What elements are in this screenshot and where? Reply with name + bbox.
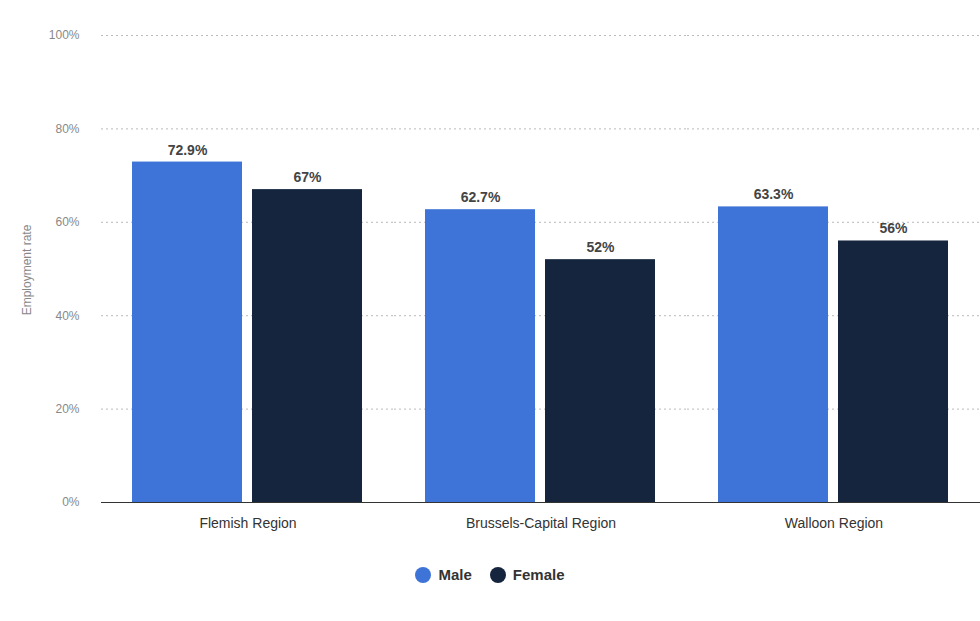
html-text:Employment rate: Employment rate (20, 224, 34, 316)
svg-text:72.9%: 72.9% (168, 142, 208, 158)
svg-text:Brussels-Capital Region: Brussels-Capital Region (466, 515, 616, 531)
svg-text:67%: 67% (293, 169, 322, 185)
svg-text:80%: 80% (55, 122, 79, 136)
svg-text:Flemish Region: Flemish Region (199, 515, 296, 531)
svg-text:60%: 60% (55, 215, 79, 229)
svg-text:Walloon Region: Walloon Region (785, 515, 883, 531)
svg-text:0%: 0% (62, 495, 80, 509)
svg-text:52%: 52% (586, 239, 615, 255)
svg-text:20%: 20% (55, 402, 79, 416)
svg-text:100%: 100% (49, 28, 80, 42)
svg-text:40%: 40% (55, 309, 79, 323)
html-text:Female: Female (512, 566, 565, 583)
svg-text:63.3%: 63.3% (754, 186, 794, 202)
html-text:Male: Male (438, 566, 472, 583)
svg-text:62.7%: 62.7% (461, 189, 501, 205)
svg-text:56%: 56% (879, 220, 908, 236)
